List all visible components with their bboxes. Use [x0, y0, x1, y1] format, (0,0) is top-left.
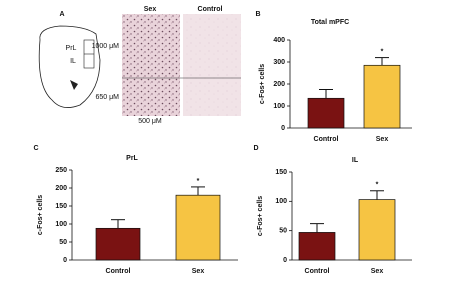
y-tick-label: 300: [273, 59, 285, 66]
y-tick-label: 150: [275, 169, 287, 176]
chart-title: Total mPFC: [311, 19, 349, 26]
y-tick-label: 100: [273, 103, 285, 110]
scale-label: 1000 μM: [92, 43, 120, 50]
scale-label: 500 μM: [138, 118, 162, 125]
scale-label: 650 μM: [96, 94, 120, 101]
brain-outline: [38, 25, 101, 108]
bar: [307, 97, 345, 129]
y-tick-label: 100: [55, 221, 67, 228]
significance-marker: *: [381, 48, 384, 55]
x-tick-label: Sex: [371, 268, 384, 275]
panel-letter: C: [33, 145, 38, 152]
y-tick-label: 50: [279, 228, 287, 235]
y-tick-label: 200: [55, 185, 67, 192]
y-axis-label: c-Fos+ cells: [37, 195, 44, 235]
y-tick-label: 400: [273, 37, 285, 44]
chart-title: PrL: [126, 155, 138, 162]
x-tick-label: Control: [305, 268, 330, 275]
ventricle: [70, 80, 78, 90]
y-tick-label: 100: [275, 198, 287, 205]
image-label: Sex: [144, 6, 157, 13]
region-label: IL: [70, 58, 76, 65]
bar: [358, 199, 396, 261]
y-tick-label: 200: [273, 81, 285, 88]
y-tick-label: 0: [281, 125, 285, 132]
panel-letter: A: [59, 11, 64, 18]
region-label: PrL: [66, 45, 77, 52]
significance-marker: *: [197, 178, 200, 185]
x-tick-label: Sex: [192, 268, 205, 275]
y-axis-label: c-Fos+ cells: [257, 196, 264, 236]
x-tick-label: Control: [106, 268, 131, 275]
bar: [298, 232, 336, 261]
bar: [95, 227, 141, 261]
micrograph-sex: [122, 14, 180, 116]
y-tick-label: 250: [55, 167, 67, 174]
significance-marker: *: [376, 182, 379, 189]
panel-letter: B: [255, 11, 260, 18]
chart-title: IL: [352, 157, 359, 164]
x-tick-label: Sex: [376, 136, 389, 143]
bar: [363, 64, 401, 129]
y-tick-label: 0: [283, 257, 287, 264]
y-tick-label: 150: [55, 203, 67, 210]
y-axis-label: c-Fos+ cells: [259, 64, 266, 104]
panel-letter: D: [253, 145, 258, 152]
bar: [175, 194, 221, 261]
micrograph-control: [183, 14, 241, 116]
x-tick-label: Control: [314, 136, 339, 143]
image-label: Control: [198, 6, 223, 13]
y-tick-label: 0: [63, 257, 67, 264]
y-tick-label: 50: [59, 239, 67, 246]
